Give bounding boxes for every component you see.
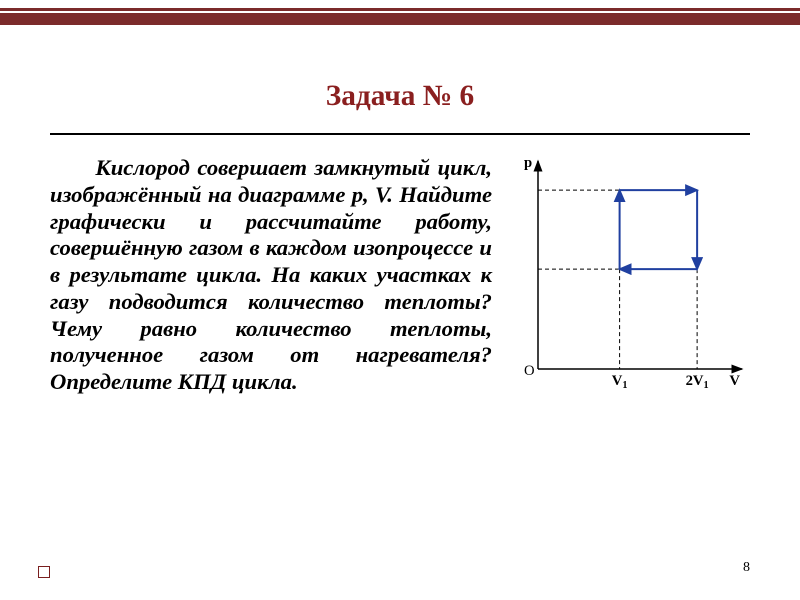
page-number: 8 — [743, 560, 750, 576]
svg-text:O: O — [524, 363, 535, 379]
top-rule-thick — [0, 13, 800, 25]
svg-text:V1: V1 — [612, 373, 628, 391]
svg-text:2V1: 2V1 — [686, 373, 709, 391]
slide-title: Задача № 6 — [50, 80, 750, 113]
svg-text:p: p — [524, 155, 532, 171]
content-row: Кислород совершает замкнутый цикл, изобр… — [50, 155, 750, 396]
title-underline — [50, 133, 750, 135]
svg-text:V: V — [729, 373, 740, 389]
corner-decoration — [38, 566, 50, 578]
top-rule-thin — [0, 8, 800, 11]
slide-page: Задача № 6 Кислород совершает замкнутый … — [0, 0, 800, 600]
problem-text: Кислород совершает замкнутый цикл, изобр… — [50, 155, 492, 396]
pv-diagram: p V O V1 2V1 — [510, 155, 750, 395]
top-rule — [0, 8, 800, 22]
